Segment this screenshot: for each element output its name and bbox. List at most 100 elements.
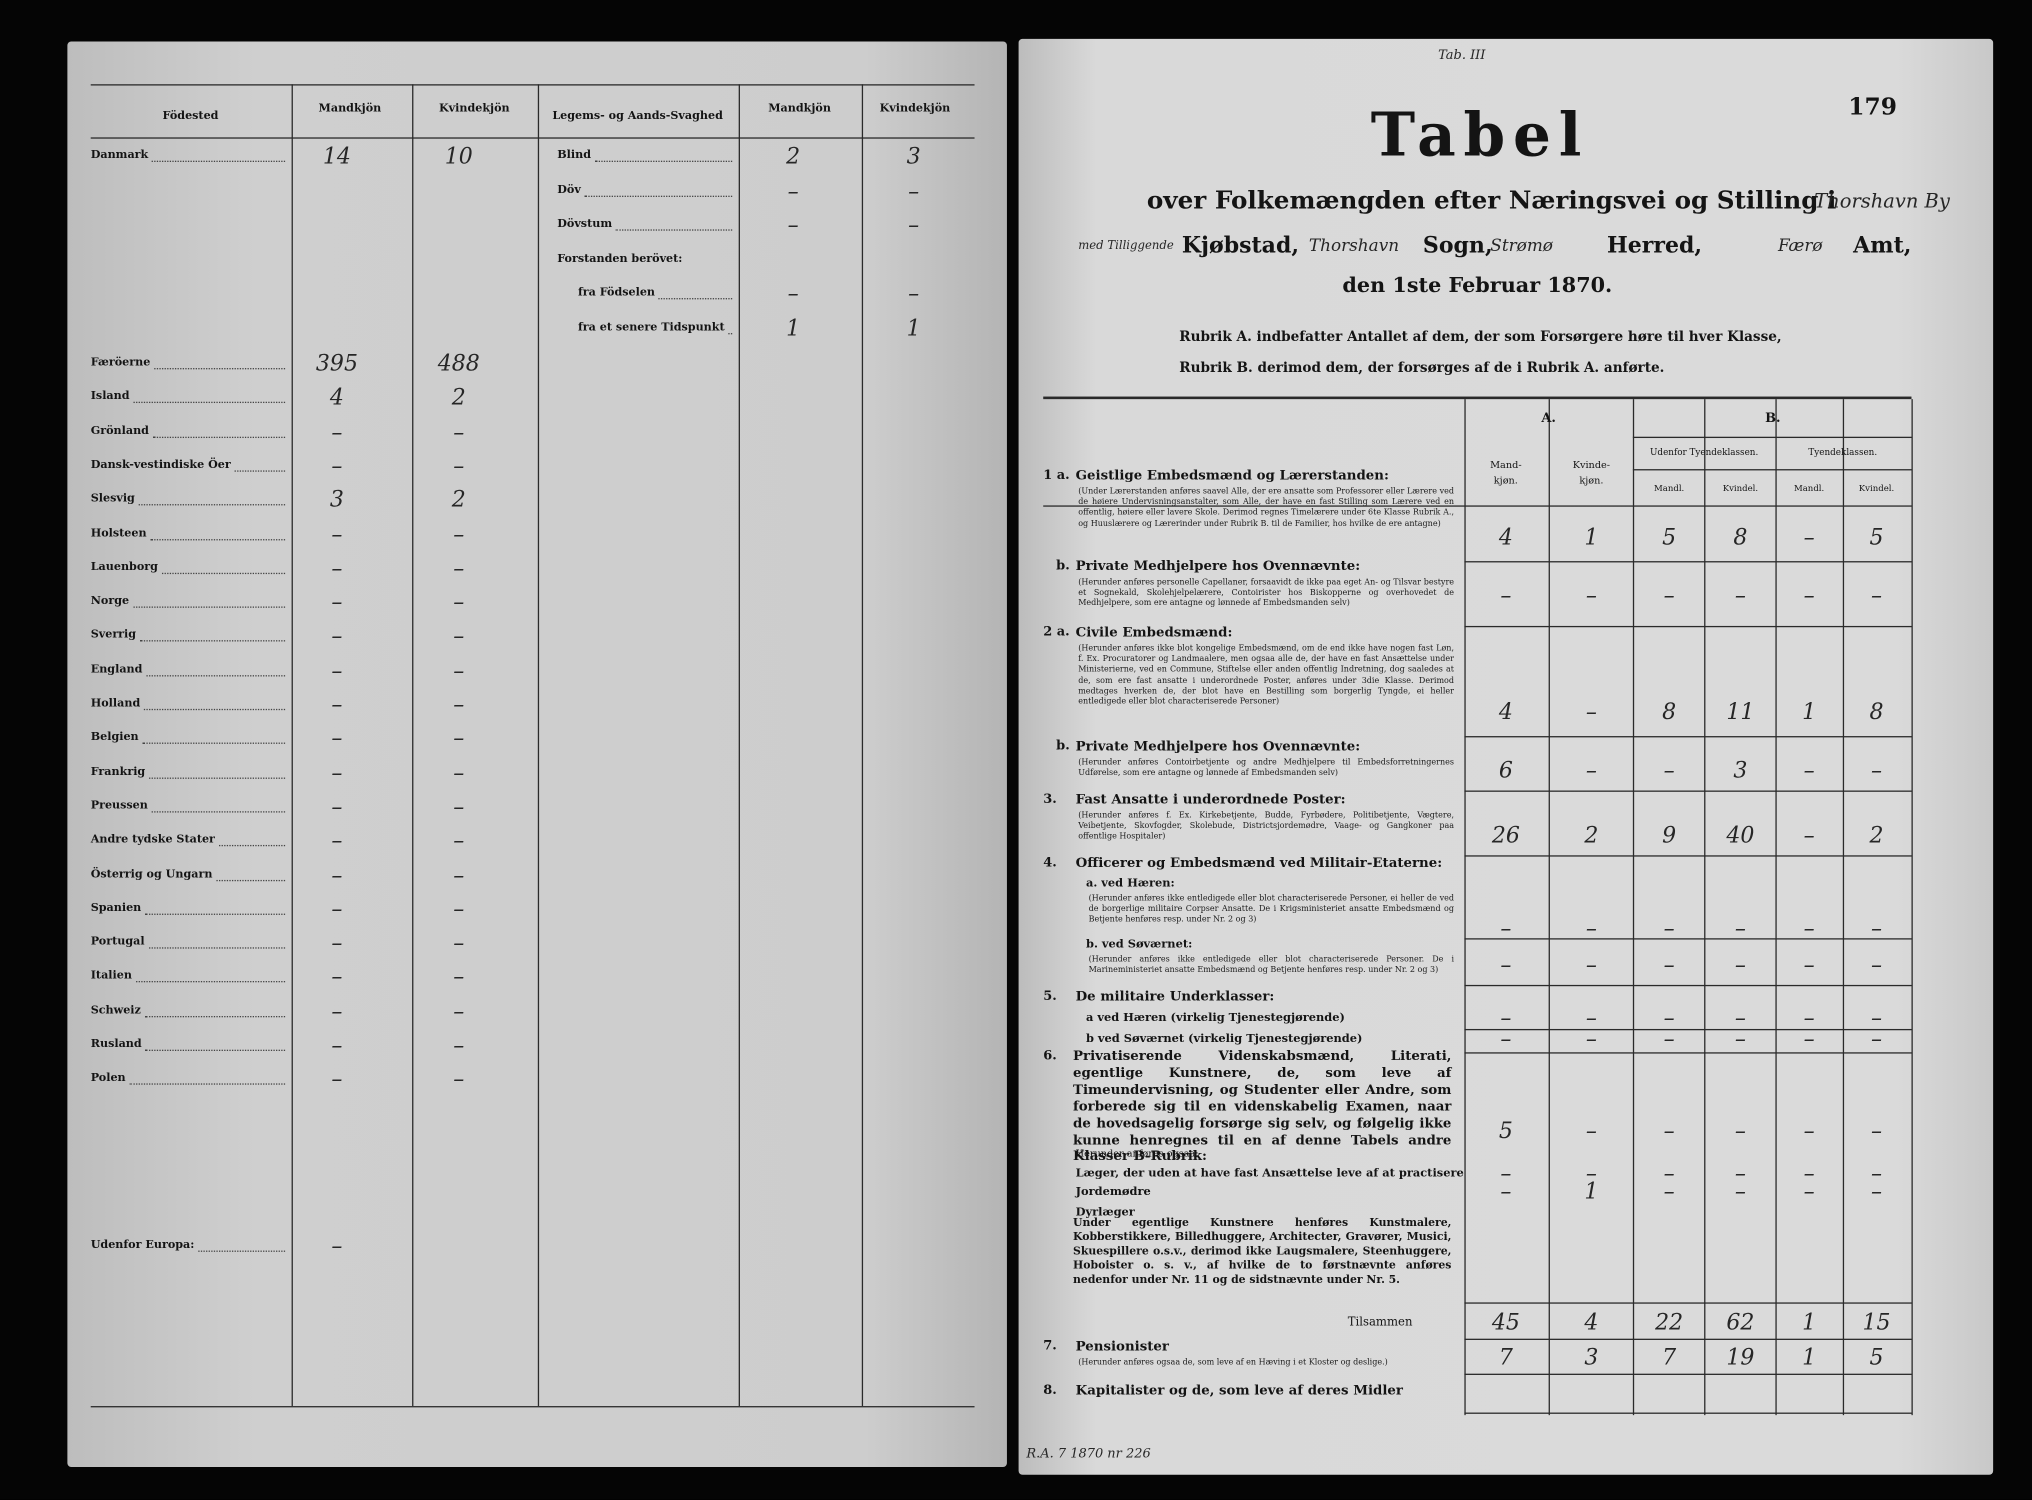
birthplace-row: Österrig og Ungarn: [91, 868, 286, 881]
cell-value: –: [1734, 952, 1746, 979]
birthplace: Belgien: [90, 731, 139, 745]
birthplace: Færöerne: [90, 356, 151, 370]
dot-leader: [144, 1015, 286, 1017]
row-label: Kapitalister og de, som leve af deres Mi…: [1075, 1382, 1403, 1399]
location-entry: med Tilliggende: [1078, 239, 1174, 253]
row-label: Tilsammen: [1347, 1316, 1413, 1330]
female-count: –: [453, 419, 465, 446]
female-count: –: [453, 726, 465, 753]
cell-value: –: [1734, 1005, 1746, 1032]
rule: [1464, 736, 1912, 738]
cell-value: 4: [1498, 699, 1513, 726]
stamp: Tab. III: [1438, 48, 1486, 63]
row-label: Privatiserende Videnskabsmænd, Literati,…: [1073, 1048, 1452, 1165]
female-count: –: [453, 1032, 465, 1059]
rule: [1632, 399, 1635, 1416]
birthplace: Udenfor Europa:: [90, 1238, 195, 1252]
row-label: Dyrlæger: [1075, 1206, 1135, 1220]
rule: [1464, 1338, 1912, 1340]
male-count: –: [331, 453, 343, 480]
row-label: Geistlige Embedsmænd og Lærerstanden:: [1075, 467, 1389, 484]
location-label: Herred,: [1606, 233, 1703, 260]
cell-value: –: [1803, 524, 1815, 551]
rule: [1775, 399, 1777, 1416]
birthplace: Holland: [90, 697, 141, 711]
infirmity-label: fra Födselen: [577, 286, 656, 300]
dot-leader: [138, 504, 286, 506]
dot-leader: [234, 470, 286, 472]
row-label: b. ved Søværnet:: [1085, 938, 1193, 952]
male-count: –: [331, 521, 343, 548]
cell-value: 5: [1498, 1118, 1513, 1145]
cell-value: 4: [1498, 524, 1513, 551]
cell-value: 9: [1662, 822, 1677, 849]
cell-value: –: [1734, 916, 1746, 943]
cell-value: 15: [1862, 1310, 1891, 1337]
row-number: b.: [1056, 739, 1070, 754]
birthplace-row: Schweiz: [91, 1004, 286, 1017]
rule: [90, 137, 975, 139]
row-note: (Herunder anføres ikke blot kongelige Em…: [1078, 644, 1455, 707]
cell-value: 1: [1584, 1179, 1599, 1206]
female-count: –: [908, 212, 920, 239]
infirmity-label: Döv: [557, 184, 581, 197]
cell-value: –: [1870, 916, 1882, 943]
birthplace: Danmark: [90, 149, 149, 162]
column-header: Mandl.: [1654, 483, 1685, 494]
birthplace-row: Spanien: [91, 902, 286, 915]
dot-leader: [146, 674, 286, 677]
row-label: Private Medhjelpere hos Ovennævnte:: [1075, 558, 1361, 575]
cell-value: 6: [1498, 758, 1513, 785]
rule: [1043, 505, 1912, 507]
dot-leader: [133, 402, 286, 404]
cell-value: –: [1803, 1118, 1815, 1145]
birthplace-row: Island: [91, 390, 286, 404]
male-count: –: [331, 692, 343, 718]
cell-value: –: [1585, 583, 1597, 610]
male-count: 395: [315, 351, 358, 378]
dot-leader: [145, 913, 286, 915]
female-count: –: [453, 998, 465, 1025]
rubrik-b: Rubrik B. derimod dem, der forsørges af …: [1179, 360, 1665, 376]
rule: [1043, 396, 1912, 400]
birthplace-row: Dansk-vestindiske Öer: [91, 459, 286, 472]
rule: [412, 84, 414, 1407]
dot-leader: [150, 538, 286, 540]
female-count: 2: [451, 385, 466, 412]
rule: [1464, 855, 1912, 857]
cell-value: –: [1663, 758, 1675, 785]
dot-leader: [145, 1049, 286, 1051]
birthplace: Frankrig: [90, 765, 146, 779]
infirmity-label: Dövstum: [557, 217, 613, 231]
birthplace-row: Norge: [91, 595, 286, 608]
dot-leader: [728, 333, 733, 335]
female-count: –: [453, 589, 465, 616]
male-count: 14: [322, 143, 351, 170]
male-count: –: [331, 657, 343, 684]
column-header: Kvindel.: [1858, 483, 1895, 494]
cell-value: –: [1500, 1179, 1512, 1206]
cell-value: 45: [1491, 1310, 1520, 1337]
location-entry: Strømø: [1490, 236, 1553, 256]
cell-value: –: [1870, 1179, 1882, 1206]
cell-value: –: [1734, 583, 1746, 610]
cell-value: –: [1870, 758, 1882, 785]
location-label: Kjøbstad,: [1181, 233, 1300, 260]
rule: [1632, 436, 1912, 439]
birthplace: Holsteen: [90, 526, 147, 540]
birthplace: Portugal: [90, 935, 145, 949]
dot-leader: [135, 981, 286, 983]
location-entry: Færø: [1778, 236, 1823, 256]
cell-value: 2: [1584, 822, 1599, 849]
infirmity-label: Blind: [557, 149, 592, 162]
female-count: –: [453, 896, 465, 923]
dot-leader: [594, 160, 733, 162]
row-number: 5.: [1043, 989, 1057, 1004]
cell-value: –: [1585, 1026, 1597, 1053]
female-count: –: [453, 521, 465, 548]
male-count: –: [787, 212, 799, 239]
rule: [1842, 399, 1845, 1416]
row-number: 8.: [1043, 1383, 1057, 1398]
